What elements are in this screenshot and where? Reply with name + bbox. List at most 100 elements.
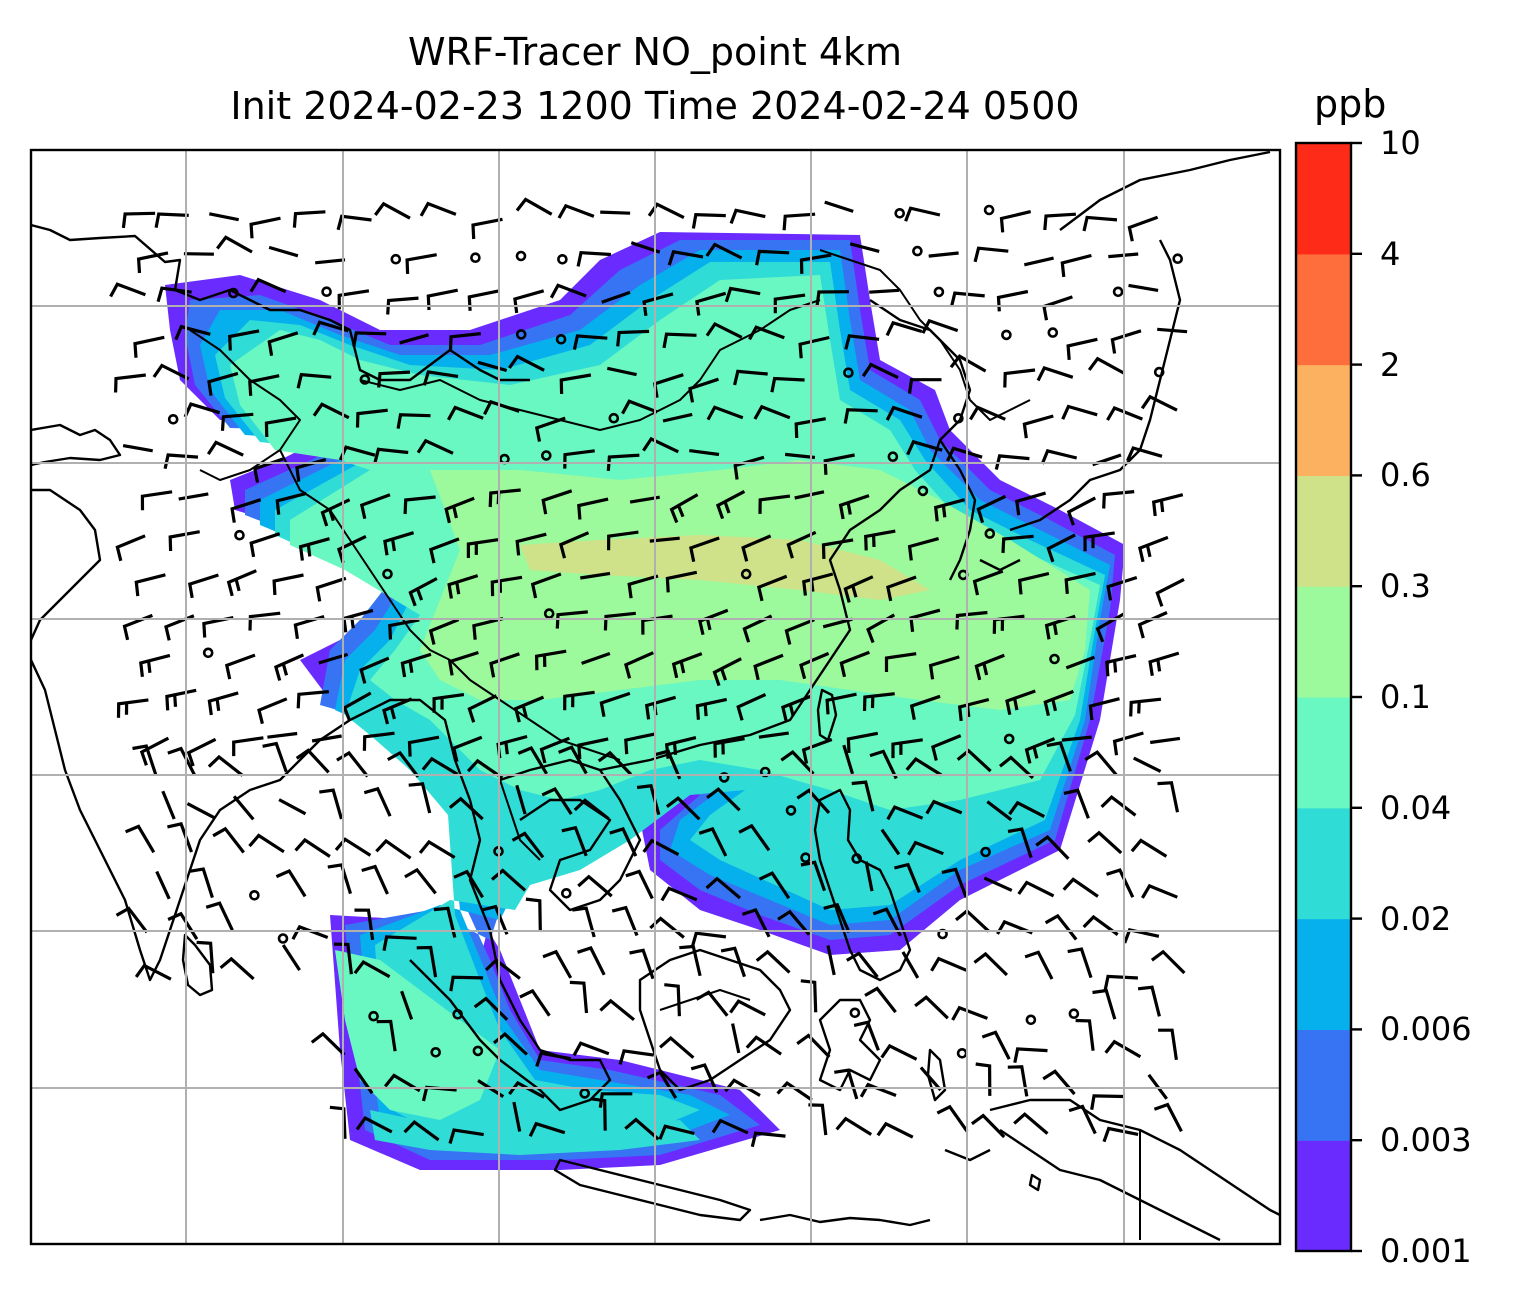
wind-barb (472, 617, 504, 640)
wind-barb (861, 362, 899, 380)
wind-barb (483, 399, 520, 416)
colorbar-tick-label: 0.003 (1380, 1121, 1472, 1160)
wind-barb (187, 573, 219, 599)
wind-barb (576, 251, 611, 267)
wind-barb (901, 951, 920, 979)
wind-barb (534, 649, 567, 671)
wind-barb (782, 212, 816, 231)
wind-barb (573, 798, 610, 821)
wind-barb (1003, 368, 1036, 388)
wind-barb (363, 786, 392, 817)
wind-barb (362, 731, 395, 751)
map-title-line2: Init 2024-02-23 1200 Time 2024-02-24 050… (230, 84, 1080, 128)
wind-barb (1112, 731, 1144, 756)
wind-barb (422, 370, 459, 386)
wind-barb (781, 694, 812, 722)
wind-barb (580, 571, 611, 580)
wind-barb (471, 217, 503, 240)
colorbar-unit: ppb (1314, 82, 1387, 126)
wind-barb (621, 399, 658, 415)
wind-barb (1092, 988, 1117, 1020)
wind-barb (272, 573, 304, 596)
wind-calm-marker (933, 286, 945, 298)
wind-barb (508, 1080, 545, 1099)
wind-barb (842, 744, 855, 775)
wind-barb (822, 617, 853, 629)
wind-barb (426, 288, 459, 311)
wind-barb (1087, 830, 1123, 855)
wind-barb (624, 732, 656, 755)
wind-barb (122, 444, 153, 453)
wind-barb (224, 653, 256, 680)
wind-barb (310, 1031, 346, 1056)
coastlines (31, 150, 1280, 1242)
wind-barb (611, 905, 639, 937)
wind-barb (1023, 256, 1054, 267)
wind-barb (641, 614, 673, 635)
wind-barb (609, 827, 638, 857)
wind-barb (451, 735, 483, 763)
wind-barb (690, 931, 727, 948)
wind-barb (1017, 880, 1055, 898)
wind-barb (756, 574, 788, 602)
wind-barb (590, 1097, 607, 1131)
wind-barb (1024, 737, 1056, 764)
wind-calm-marker (740, 568, 752, 580)
wind-barb (174, 324, 211, 341)
wind-barb (983, 876, 1013, 892)
wind-barb (139, 653, 171, 677)
wind-barb (534, 416, 566, 442)
wind-barb (320, 498, 351, 527)
wind-barb (862, 692, 895, 712)
wind-barb (140, 490, 173, 511)
wind-barb (742, 614, 773, 643)
wind-barb (931, 734, 962, 761)
wind-barb (295, 748, 330, 774)
wind-barb (155, 870, 171, 900)
wind-calm-marker (277, 933, 289, 944)
wind-barb (399, 333, 429, 345)
coastline-java (553, 1158, 752, 1222)
wind-calm-marker (851, 853, 863, 864)
wind-barb (733, 369, 768, 386)
wind-barb (976, 494, 1007, 524)
wind-barb (925, 799, 963, 815)
wind-barb (1043, 689, 1074, 717)
wind-barb (444, 496, 475, 524)
wind-barb (273, 653, 305, 681)
wind-barb (1064, 571, 1096, 595)
wind-barb (133, 335, 165, 358)
wind-barb (1035, 834, 1070, 860)
wind-calm-marker (249, 889, 260, 901)
wind-barb (973, 246, 1009, 263)
wind-calm-marker (579, 1088, 591, 1099)
wind-barb (845, 951, 879, 978)
wind-barb (400, 990, 414, 1020)
wind-barb (555, 610, 588, 629)
colorbar-segment (1296, 1140, 1351, 1252)
wind-barb (843, 575, 874, 603)
wind-barb (606, 366, 637, 377)
wind-calm-marker (1025, 1014, 1037, 1026)
wind-barb (572, 1041, 610, 1057)
wind-barb (815, 290, 849, 307)
wind-barb (577, 946, 606, 976)
colorbar-tick-label: 0.6 (1380, 456, 1431, 495)
wind-barb (403, 495, 436, 515)
wind-barb (907, 840, 944, 856)
wind-barb (1137, 985, 1161, 1017)
wind-barb (387, 750, 420, 778)
wind-barb (599, 691, 631, 717)
wind-barb (512, 1101, 522, 1132)
wind-barb (291, 924, 329, 940)
coastline-maluku (926, 1048, 1042, 1192)
wind-barb (492, 1031, 528, 1056)
colorbar-tick-label: 0.006 (1380, 1010, 1472, 1049)
wind-barb (784, 618, 815, 645)
wind-barb (1106, 868, 1135, 898)
wind-calm-marker (202, 647, 214, 659)
wind-barb (907, 378, 942, 394)
colorbar-segment (1296, 143, 1351, 255)
colorbar-tick-label: 4 (1380, 234, 1401, 273)
coastline-borneo (638, 948, 792, 1092)
